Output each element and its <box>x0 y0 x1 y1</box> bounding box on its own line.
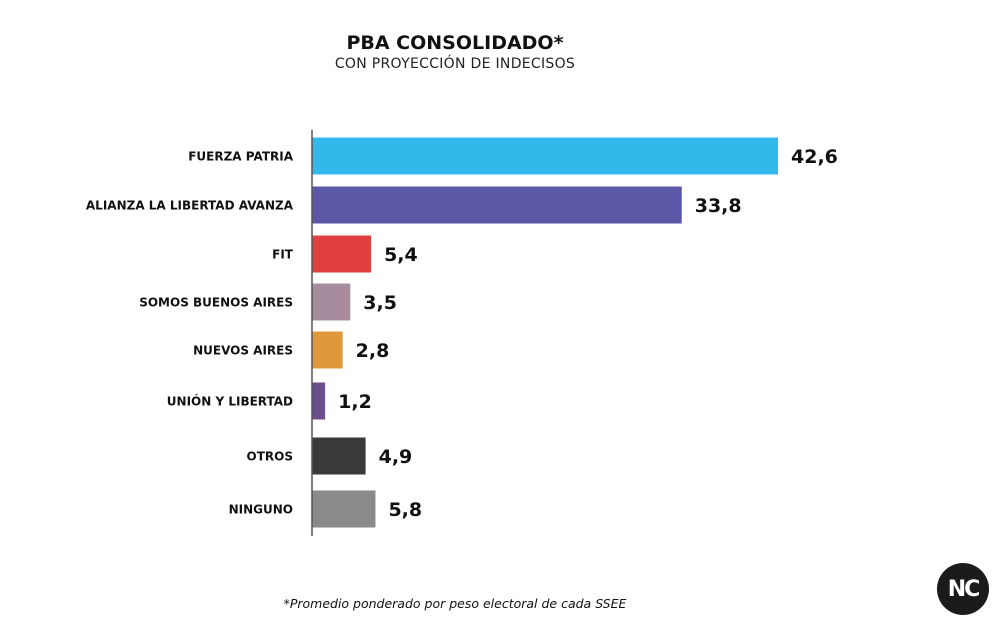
value-label: 1,2 <box>338 391 372 413</box>
chart-title: PBA CONSOLIDADO* <box>346 32 564 54</box>
category-label: SOMOS BUENOS AIRES <box>139 296 293 310</box>
nc-logo: NC <box>937 563 989 615</box>
value-label: 42,6 <box>791 146 838 168</box>
bar <box>312 331 343 369</box>
value-label: 4,9 <box>379 446 413 468</box>
category-label: OTROS <box>247 450 293 464</box>
bar <box>312 437 366 475</box>
logo-text: NC <box>947 576 981 602</box>
category-label: FIT <box>272 248 294 262</box>
value-label: 33,8 <box>695 195 742 217</box>
bar <box>312 283 351 321</box>
chart-subtitle: CON PROYECCIÓN DE INDECISOS <box>334 56 576 72</box>
bar <box>312 235 372 273</box>
value-label: 5,4 <box>384 244 418 266</box>
bar <box>312 186 682 224</box>
footnote: *Promedio ponderado por peso electoral d… <box>283 596 627 611</box>
category-label: NINGUNO <box>229 503 293 517</box>
category-label: NUEVOS AIRES <box>193 344 293 358</box>
category-label: FUERZA PATRIA <box>188 150 293 164</box>
bar <box>312 137 778 175</box>
bar <box>312 382 326 420</box>
value-label: 3,5 <box>363 292 397 314</box>
value-label: 2,8 <box>356 340 390 362</box>
value-label: 5,8 <box>388 499 422 521</box>
category-label: ALIANZA LA LIBERTAD AVANZA <box>86 199 294 213</box>
bar <box>312 490 376 528</box>
category-label: UNIÓN Y LIBERTAD <box>167 394 293 409</box>
